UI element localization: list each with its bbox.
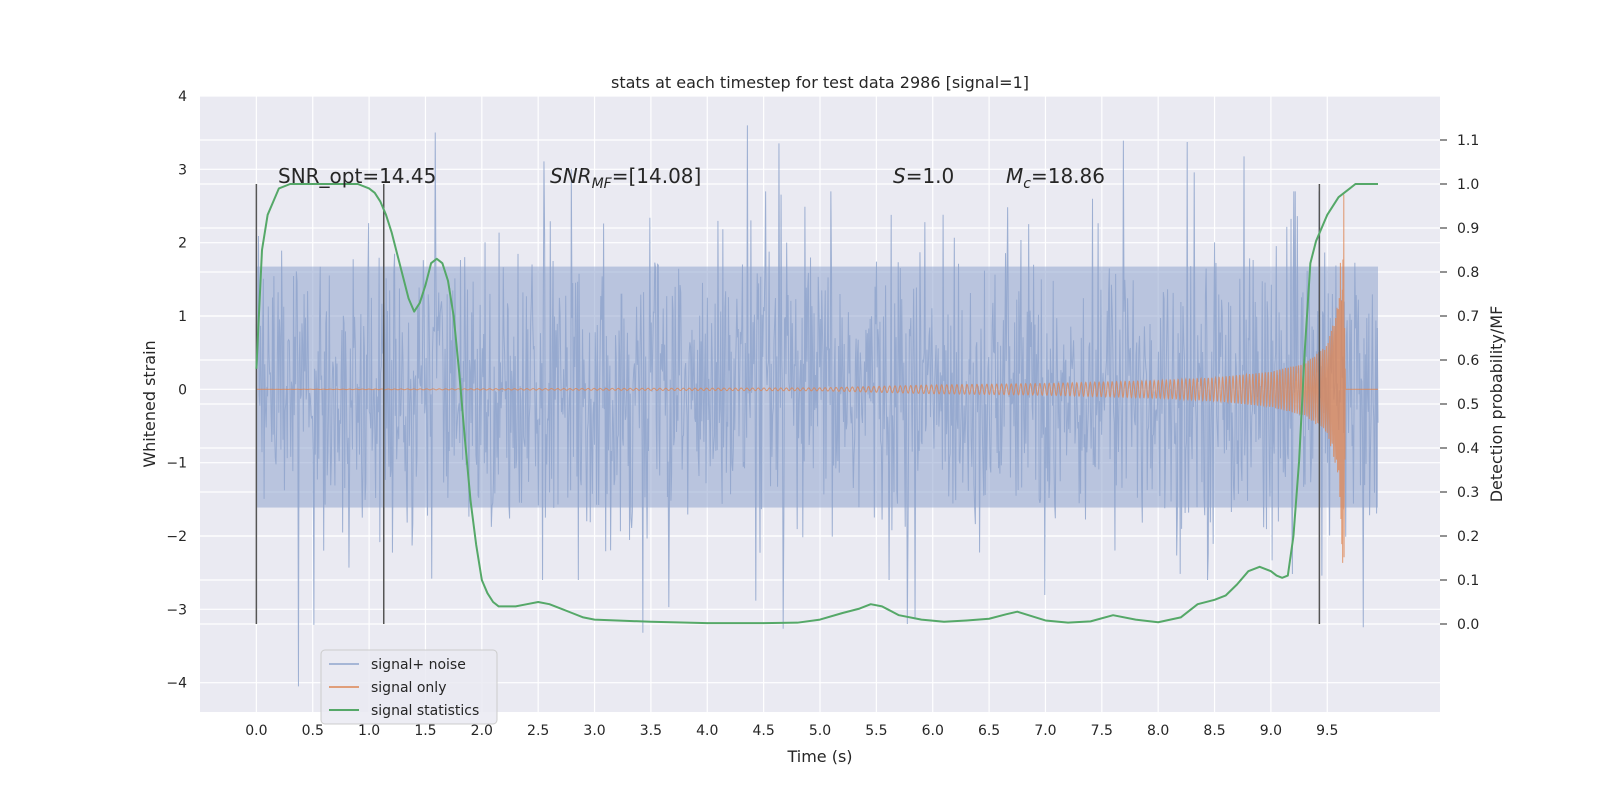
x-tick-label: 5.0 bbox=[809, 723, 831, 739]
annotation-snr-mf-value: =[14.08] bbox=[612, 164, 702, 188]
annotation-s-base: S bbox=[893, 164, 906, 188]
x-tick-label: 6.5 bbox=[978, 723, 1000, 739]
legend-label-signal-statistics: signal statistics bbox=[371, 703, 479, 719]
annotation-snr-mf: SNRMF=[14.08] bbox=[550, 164, 701, 192]
x-tick-label: 3.0 bbox=[583, 723, 605, 739]
y-tick-label-right: 1.1 bbox=[1457, 133, 1479, 149]
x-tick-label: 2.5 bbox=[527, 723, 549, 739]
series-signal-only bbox=[256, 194, 1378, 563]
signal-statistics-line bbox=[255, 183, 1378, 625]
x-tick-label: 9.0 bbox=[1260, 723, 1282, 739]
y-tick-label-left: 1 bbox=[178, 309, 187, 325]
tick-labels: 0.0 0.5 1.0 1.5 2.0 2.5 3.0 3.5 4.0 4.5 5.0 5.5 6.0 6… bbox=[166, 89, 1479, 739]
signal-noise-line bbox=[255, 125, 1379, 687]
legend-label-signal-noise: signal+ noise bbox=[371, 657, 466, 673]
y-tick-label-right: 0.8 bbox=[1457, 265, 1479, 281]
x-axis-label: Time (s) bbox=[786, 747, 852, 766]
y-tick-label-left: 4 bbox=[178, 89, 187, 105]
vertical-markers bbox=[255, 184, 1321, 624]
y-tick-label-left: 3 bbox=[178, 162, 187, 178]
x-tick-label: 0.5 bbox=[302, 723, 324, 739]
y-tick-label-right: 0.4 bbox=[1457, 441, 1479, 457]
annotation-snr-mf-sub: MF bbox=[592, 176, 613, 192]
legend: signal+ noise signal only signal statist… bbox=[320, 649, 498, 725]
y-tick-label-right: 0.2 bbox=[1457, 529, 1479, 545]
y-tick-label-left: −2 bbox=[166, 529, 187, 545]
x-tick-label: 8.5 bbox=[1203, 723, 1225, 739]
annotation-mc-base: M bbox=[1006, 164, 1023, 188]
legend-label-signal-only: signal only bbox=[371, 680, 446, 696]
x-tick-label: 6.0 bbox=[922, 723, 944, 739]
series-signal-statistics bbox=[255, 183, 1378, 625]
chart-title: stats at each timestep for test data 298… bbox=[611, 73, 1029, 92]
x-tick-label: 0.0 bbox=[245, 723, 267, 739]
y-tick-label-right: 1.0 bbox=[1457, 177, 1479, 193]
x-tick-label: 2.0 bbox=[471, 723, 493, 739]
annotation-mc: Mc=18.86 bbox=[1006, 164, 1105, 192]
x-tick-label: 4.0 bbox=[696, 723, 718, 739]
y-tick-label-left: −1 bbox=[166, 456, 187, 472]
y-tick-label-left: 2 bbox=[178, 236, 187, 252]
y-axis-label-left: Whitened strain bbox=[140, 340, 159, 467]
y-tick-label-right: 0.5 bbox=[1457, 397, 1479, 413]
annotation-s-value: =1.0 bbox=[906, 164, 955, 188]
y-tick-label-right: 0.1 bbox=[1457, 573, 1479, 589]
y-tick-label-right: 0.6 bbox=[1457, 353, 1479, 369]
y-tick-label-right: 0.9 bbox=[1457, 221, 1479, 237]
annotation-snr-mf-base: SNR bbox=[550, 164, 592, 188]
series-signal-noise bbox=[255, 125, 1379, 687]
y-tick-label-left: 0 bbox=[178, 382, 187, 398]
x-tick-label: 1.5 bbox=[414, 723, 436, 739]
x-tick-label: 9.5 bbox=[1316, 723, 1338, 739]
annotation-snr-opt: SNR_opt=14.45 bbox=[278, 164, 436, 188]
y-tick-label-left: −4 bbox=[166, 676, 187, 692]
signal-only-line bbox=[256, 194, 1378, 563]
y-tick-label-right: 0.3 bbox=[1457, 485, 1479, 501]
y-tick-label-right: 0.0 bbox=[1457, 617, 1479, 633]
x-tick-label: 1.0 bbox=[358, 723, 380, 739]
annotation-mc-sub: c bbox=[1023, 176, 1031, 192]
y-tick-label-left: −3 bbox=[166, 602, 187, 618]
x-tick-label: 7.5 bbox=[1091, 723, 1113, 739]
x-tick-label: 7.0 bbox=[1034, 723, 1056, 739]
y-axis-label-right: Detection probability/MF bbox=[1487, 306, 1506, 503]
x-tick-label: 5.5 bbox=[865, 723, 887, 739]
x-tick-label: 3.5 bbox=[640, 723, 662, 739]
x-tick-label: 4.5 bbox=[753, 723, 775, 739]
x-tick-label: 8.0 bbox=[1147, 723, 1169, 739]
annotation-mc-value: =18.86 bbox=[1031, 164, 1105, 188]
legend-box bbox=[320, 649, 498, 725]
y-tick-label-right: 0.7 bbox=[1457, 309, 1479, 325]
annotation-s: S=1.0 bbox=[893, 164, 954, 188]
